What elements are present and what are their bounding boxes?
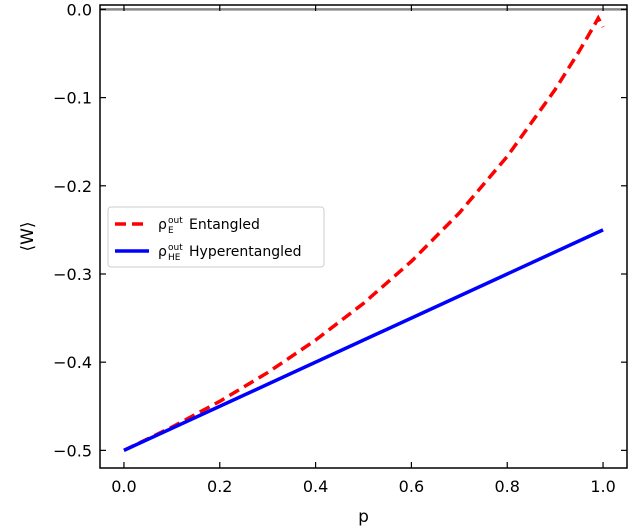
x-axis-label: p [358,507,369,527]
x-tick-label: 0.0 [111,477,136,496]
legend-symbol: ρ [158,217,167,233]
x-tick-label: 0.2 [207,477,232,496]
y-tick-label: −0.1 [53,89,92,108]
legend-label-1: Hyperentangled [189,244,301,260]
series-layer [123,14,605,452]
x-tick-label: 1.0 [590,477,615,496]
x-tick-label: 0.6 [399,477,424,496]
ticks-layer: 0.0 0.2 0.4 0.6 0.8 1.0 0.0 −0.1 −0.2 −0.3 −0.4 −0.… [53,0,627,496]
y-tick-label: −0.4 [53,353,92,372]
legend-symbol: ρ [158,244,167,260]
plot-frame [99,4,628,469]
legend-box [107,206,325,268]
y-tick-label: −0.5 [53,441,92,460]
legend-subscript: E [168,226,174,236]
legend-label-0: Entangled [189,217,260,233]
y-tick-label: −0.2 [53,177,92,196]
x-tick-label: 0.8 [495,477,520,496]
y-tick-label: 0.0 [67,0,92,19]
series-line-1 [123,228,604,452]
series-line-0 [123,14,605,452]
y-axis-label: ⟨W⟩ [18,221,38,251]
legend-superscript: out [168,243,183,253]
legend-superscript: out [168,216,183,226]
legend-subscript: HE [168,253,181,263]
x-tick-label: 0.4 [303,477,328,496]
y-tick-label: −0.3 [53,265,92,284]
